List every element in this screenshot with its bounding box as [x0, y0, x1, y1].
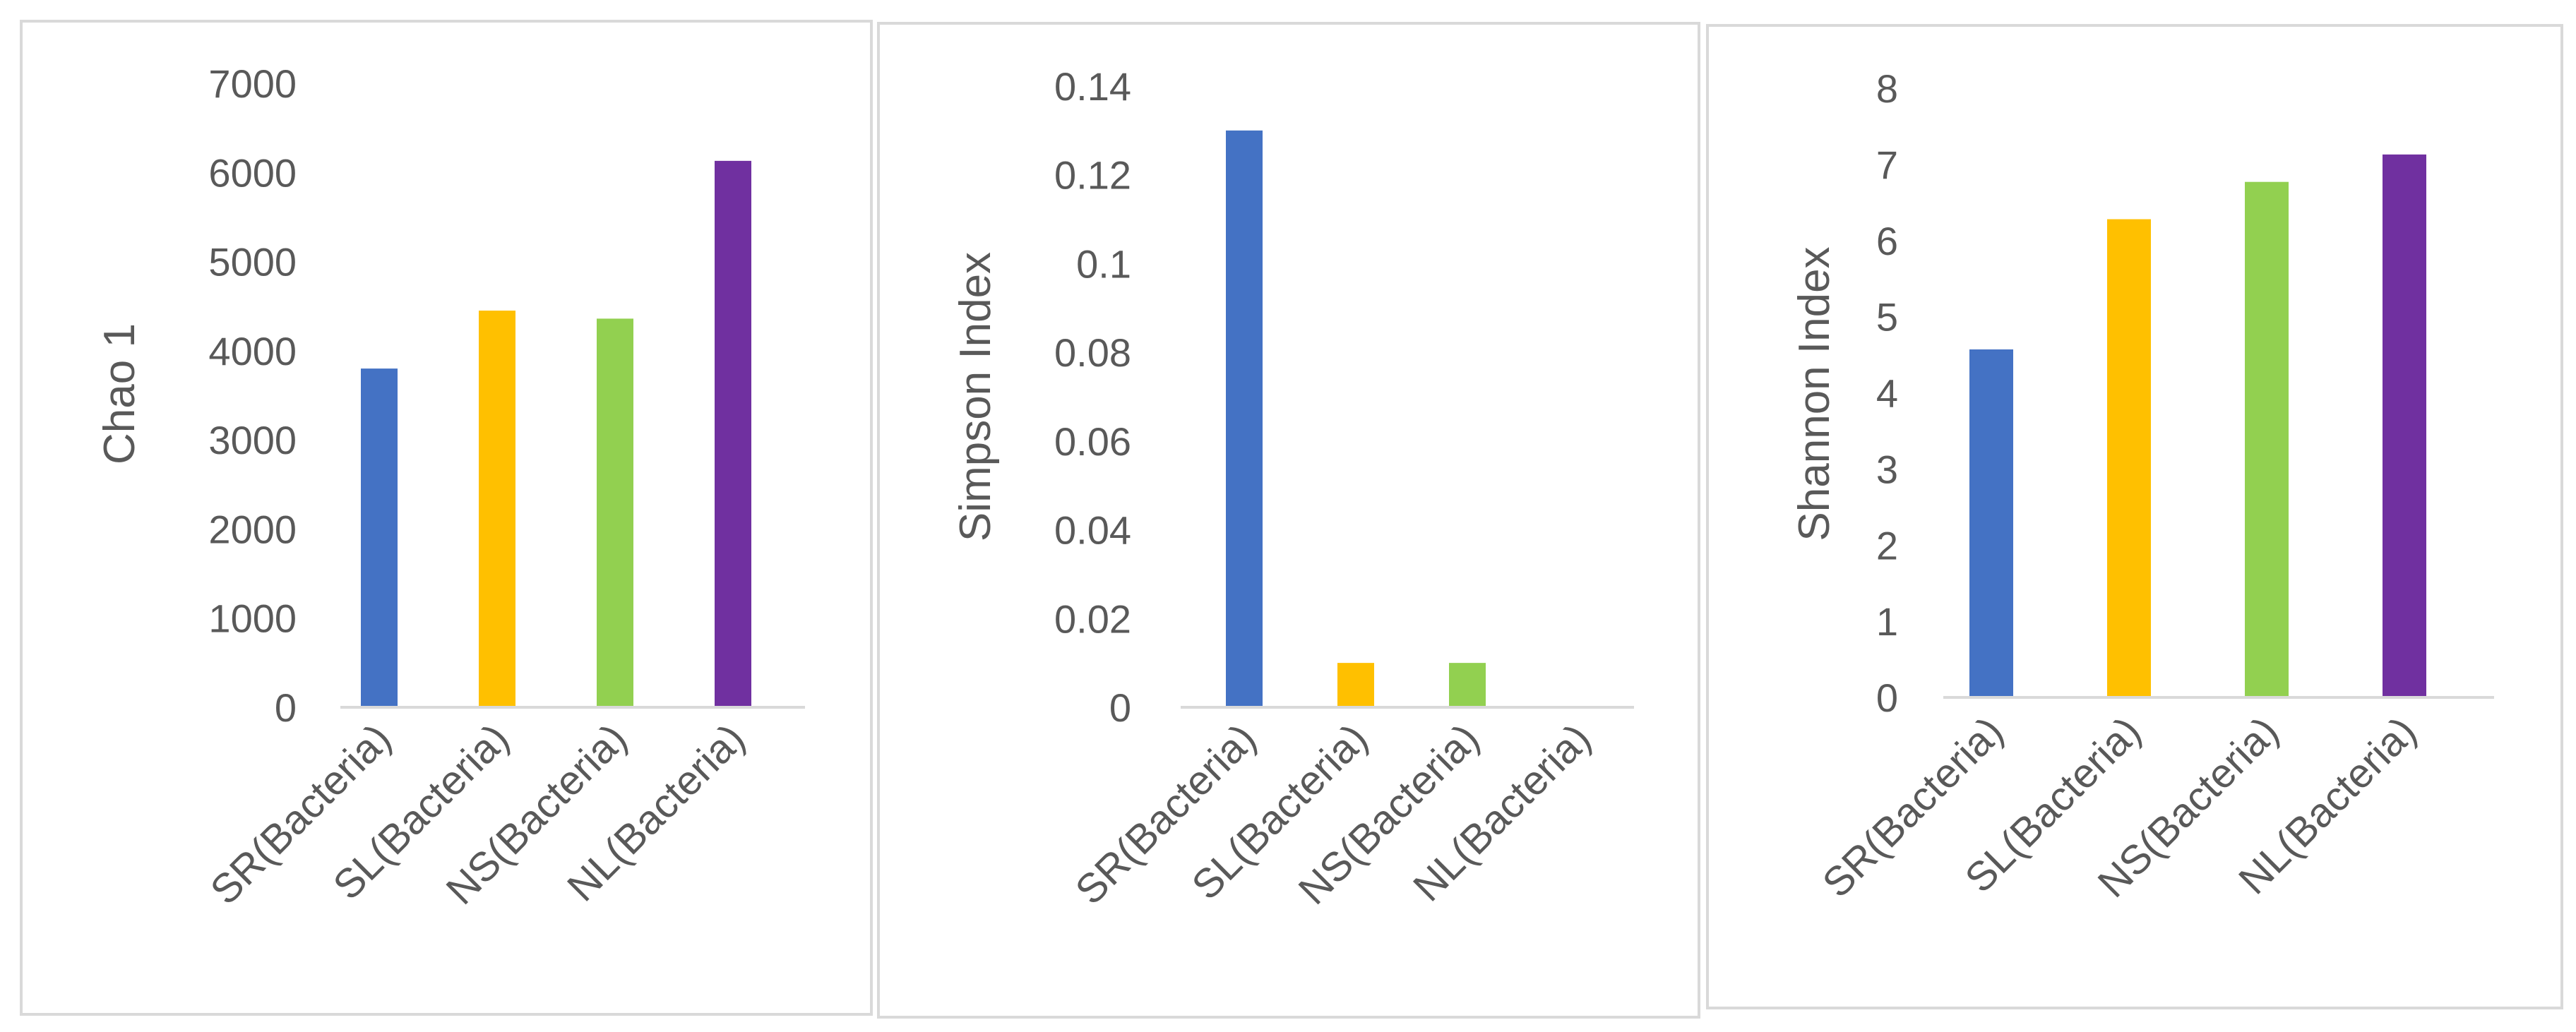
- bar-sl-bacteria: [1337, 663, 1374, 707]
- y-tick-label: 0.12: [1054, 153, 1131, 198]
- y-tick-label: 7: [1876, 143, 1898, 187]
- y-axis-label: Chao 1: [95, 323, 144, 464]
- y-tick-label: 4000: [208, 329, 297, 373]
- chart-panel-2: 0 0.02 0.04 0.06 0.08 0.1 0.12 0.14 Simpson Inde…: [877, 22, 1700, 1019]
- y-tick-label: 2000: [208, 507, 297, 551]
- y-tick-label: 2: [1876, 523, 1898, 568]
- bar-nl-bacteria: [2383, 154, 2426, 697]
- bar-sr-bacteria: [1226, 130, 1263, 707]
- y-tick-label: 6000: [208, 150, 297, 195]
- bar-sl-bacteria: [2107, 219, 2151, 697]
- y-tick-label: 0.14: [1054, 64, 1131, 109]
- y-axis-label: Simpson Index: [951, 252, 1000, 541]
- y-tick-label: 0.06: [1054, 419, 1131, 464]
- y-tick-label: 0.04: [1054, 508, 1131, 553]
- y-tick-label: 7000: [208, 61, 297, 106]
- y-tick-label: 3000: [208, 418, 297, 462]
- y-tick-label: 4: [1876, 371, 1898, 416]
- y-tick-label: 8: [1876, 66, 1898, 111]
- y-tick-label: 1000: [208, 596, 297, 641]
- y-tick-label: 5: [1876, 295, 1898, 340]
- y-tick-label: 6: [1876, 219, 1898, 263]
- bar-sr-bacteria: [361, 368, 398, 707]
- panel-border: [877, 22, 1700, 1019]
- y-tick-label: 0: [1876, 676, 1898, 720]
- y-tick-label: 0.02: [1054, 596, 1131, 641]
- bar-ns-bacteria: [597, 318, 633, 707]
- bar-ns-bacteria: [1449, 663, 1486, 707]
- y-tick-label: 0.1: [1076, 241, 1131, 286]
- bar-ns-bacteria: [2245, 181, 2289, 697]
- bar-sr-bacteria: [1969, 349, 2013, 697]
- y-axis-label: Shannon Index: [1790, 246, 1839, 541]
- y-tick-label: 3: [1876, 447, 1898, 491]
- bar-sl-bacteria: [479, 311, 515, 707]
- y-tick-label: 0: [1109, 685, 1131, 730]
- y-tick-label: 0.08: [1054, 330, 1131, 375]
- bar-nl-bacteria: [715, 160, 751, 707]
- y-tick-label: 1: [1876, 599, 1898, 644]
- y-tick-label: 0: [275, 685, 297, 730]
- y-tick-label: 5000: [208, 240, 297, 284]
